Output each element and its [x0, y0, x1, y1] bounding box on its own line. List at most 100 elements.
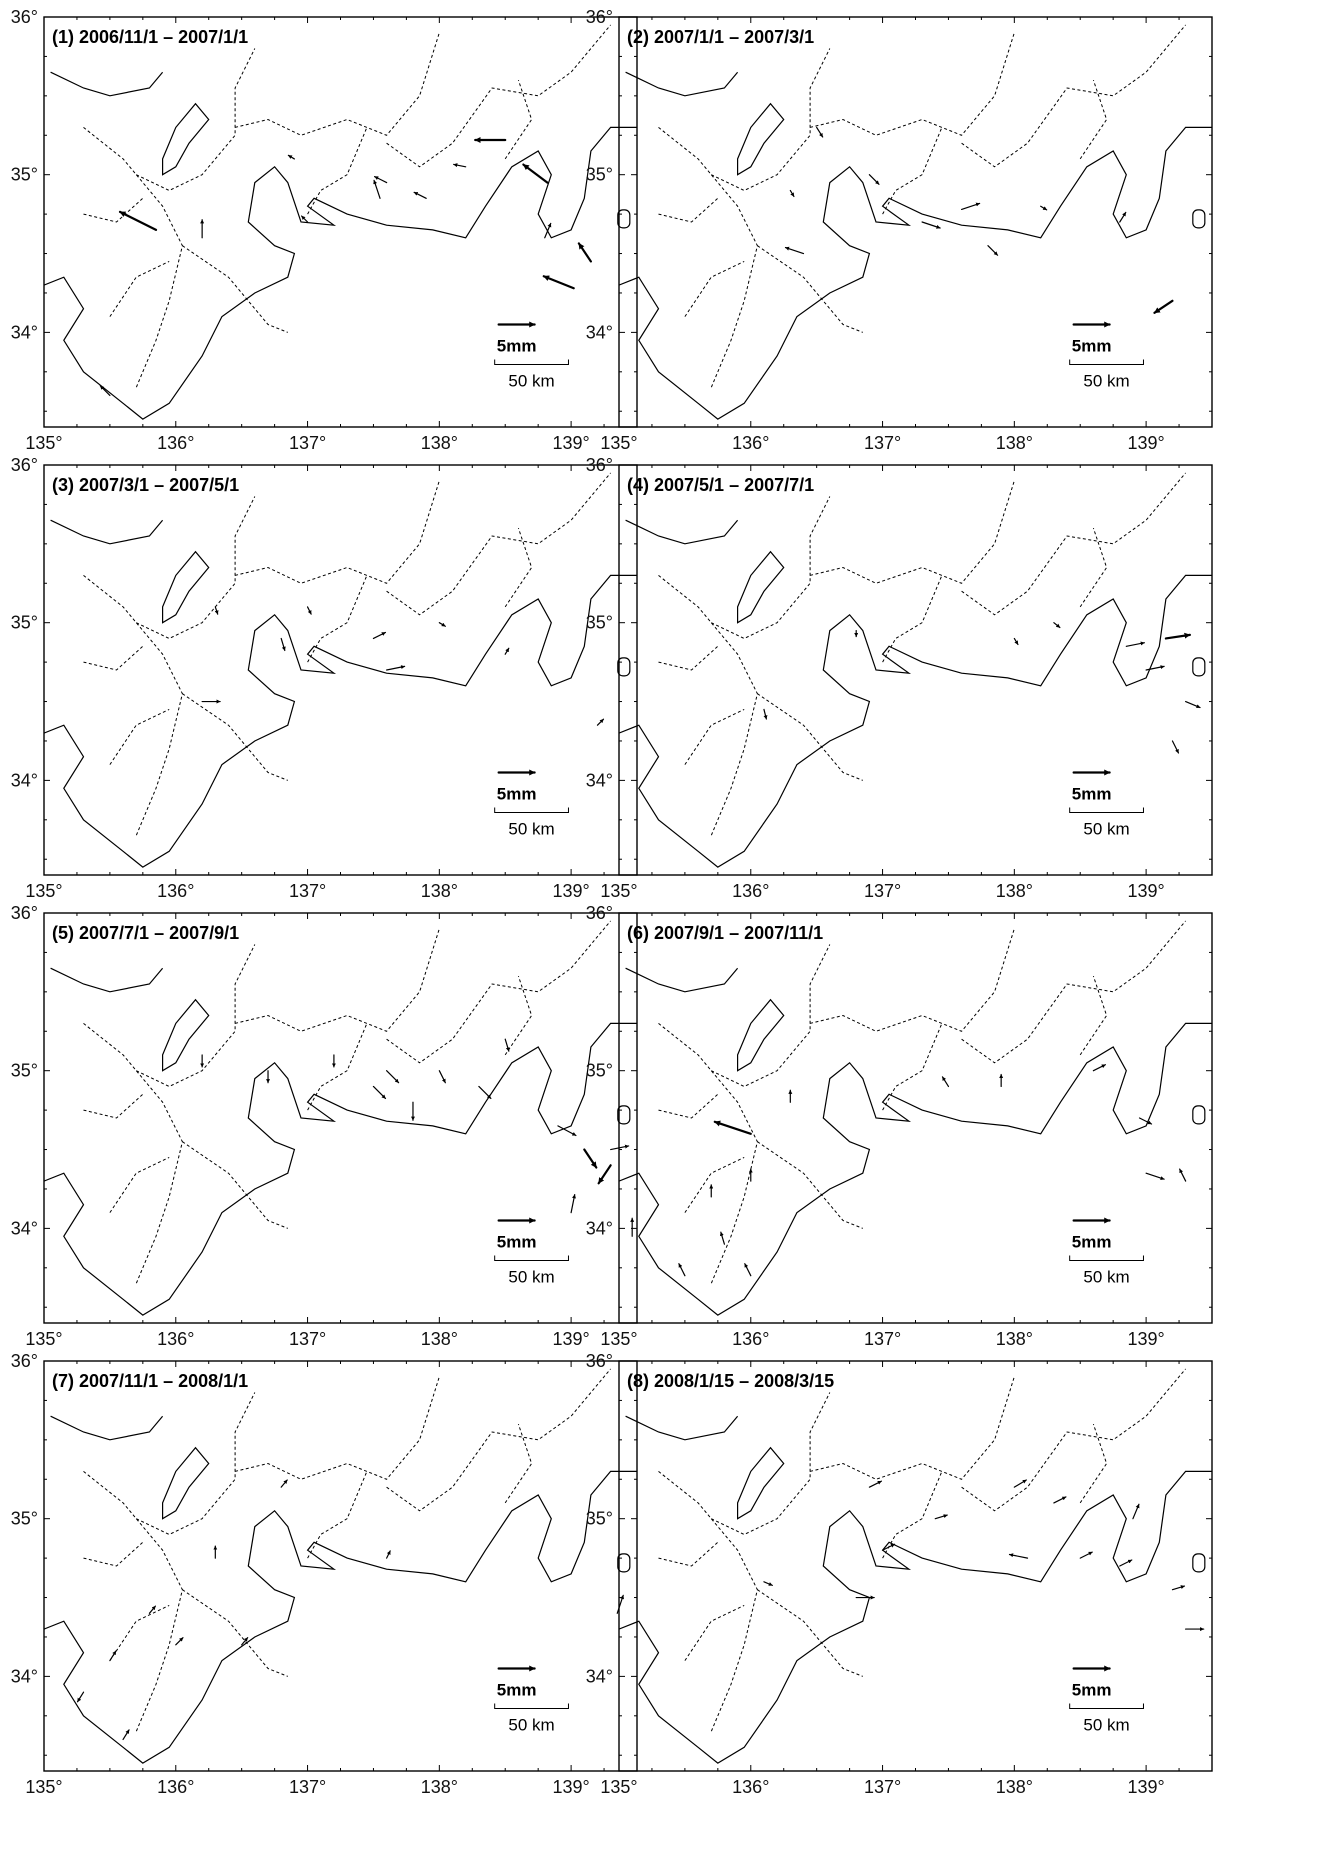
- coastline: [44, 1022, 637, 1316]
- displacement-vector: [175, 1637, 184, 1646]
- reference-arrow-label: 5mm: [497, 1233, 537, 1252]
- panel-title: (3) 2007/3/1 – 2007/5/1: [52, 475, 239, 495]
- displacement-vector: [386, 1550, 391, 1559]
- lon-tick-label: 135°: [600, 881, 637, 901]
- coastline-north: [50, 1415, 164, 1441]
- prefecture-border: [386, 1368, 611, 1512]
- prefecture-border: [182, 1589, 288, 1677]
- prefecture-border: [234, 928, 440, 1032]
- prefecture-border: [135, 48, 256, 192]
- displacement-vector: [1040, 205, 1048, 211]
- lat-tick-label: 34°: [11, 1666, 38, 1686]
- displacement-vector: [941, 1076, 950, 1088]
- prefecture-border: [809, 480, 1015, 584]
- island: [617, 657, 631, 677]
- panel-title: (5) 2007/7/1 – 2007/9/1: [52, 923, 239, 943]
- prefecture-border: [307, 575, 368, 663]
- coastline-north: [625, 967, 739, 993]
- displacement-vector: [763, 708, 768, 720]
- lon-tick-label: 137°: [864, 881, 901, 901]
- panel-title: (2) 2007/1/1 – 2007/3/1: [627, 27, 814, 47]
- prefecture-border: [809, 928, 1015, 1032]
- lat-tick-label: 35°: [11, 613, 38, 633]
- distance-scale-bar: [1069, 807, 1144, 813]
- displacement-vector: [881, 1543, 896, 1551]
- panel-title: (7) 2007/11/1 – 2008/1/1: [52, 1371, 248, 1391]
- displacement-vector: [616, 1594, 624, 1614]
- island: [617, 209, 631, 229]
- displacement-vector: [1185, 700, 1201, 709]
- displacement-vector: [868, 174, 880, 185]
- map-frame: [618, 1360, 1213, 1772]
- prefecture-border: [882, 127, 943, 215]
- lon-tick-label: 136°: [732, 1329, 769, 1349]
- displacement-vector: [372, 1085, 387, 1100]
- prefecture-border: [504, 1423, 533, 1504]
- displacement-vector: [1013, 1479, 1027, 1488]
- prefecture-border: [809, 32, 1015, 136]
- displacement-vector: [1145, 665, 1165, 671]
- displacement-vector: [1153, 299, 1174, 314]
- lat-tick-label: 36°: [586, 7, 613, 27]
- prefecture-border: [658, 645, 719, 671]
- distance-scale-bar: [494, 807, 569, 813]
- displacement-vector: [386, 1070, 400, 1084]
- prefecture-border: [1079, 79, 1108, 160]
- displacement-vector: [1138, 1117, 1153, 1125]
- displacement-vector: [678, 1263, 686, 1277]
- displacement-vector: [961, 202, 981, 210]
- prefecture-border: [83, 645, 144, 671]
- displacement-vector: [784, 246, 805, 255]
- lon-tick-label: 139°: [1127, 1777, 1164, 1797]
- map-frame: [43, 912, 638, 1324]
- prefecture-border: [1079, 975, 1108, 1056]
- map-frame: [43, 16, 638, 428]
- displacement-vector: [374, 175, 388, 184]
- prefecture-border: [182, 245, 288, 333]
- displacement-vector: [570, 1194, 576, 1214]
- displacement-vector: [99, 385, 111, 397]
- prefecture-border: [504, 79, 533, 160]
- lake-biwa: [162, 1446, 210, 1520]
- displacement-vector: [1013, 637, 1019, 646]
- distance-scale-bar: [494, 1255, 569, 1261]
- coastline-north: [625, 71, 739, 97]
- displacement-vector: [413, 191, 427, 199]
- prefecture-border: [882, 575, 943, 663]
- island: [617, 1553, 631, 1573]
- lat-tick-label: 36°: [11, 455, 38, 475]
- displacement-vector: [789, 189, 795, 198]
- lon-tick-label: 137°: [864, 1777, 901, 1797]
- panel-title: (6) 2007/9/1 – 2007/11/1: [627, 923, 823, 943]
- lon-tick-label: 137°: [289, 1329, 326, 1349]
- prefecture-border: [658, 575, 758, 836]
- coastline: [619, 1470, 1212, 1764]
- displacement-vector: [1053, 1496, 1067, 1504]
- prefecture-border: [307, 127, 368, 215]
- coastline: [44, 574, 637, 868]
- displacement-vector: [596, 718, 605, 726]
- displacement-vector: [1092, 1064, 1107, 1072]
- displacement-vector: [306, 606, 312, 615]
- map-content: [44, 1368, 637, 1764]
- displacement-vector: [438, 622, 446, 627]
- prefecture-border: [882, 1023, 943, 1111]
- displacement-vector: [522, 163, 549, 184]
- distance-scale-label: 50 km: [1083, 1716, 1129, 1735]
- lon-tick-label: 138°: [421, 1329, 458, 1349]
- displacement-vector: [453, 163, 467, 168]
- prefecture-border: [684, 708, 745, 765]
- distance-scale-label: 50 km: [508, 1268, 554, 1287]
- coastline-north: [50, 71, 164, 97]
- displacement-vector: [1119, 1559, 1133, 1567]
- prefecture-border: [83, 197, 144, 223]
- lake-biwa: [162, 550, 210, 624]
- displacement-vector: [577, 242, 592, 263]
- lon-tick-label: 138°: [996, 1329, 1033, 1349]
- lat-tick-label: 34°: [586, 1666, 613, 1686]
- distance-scale-bar: [494, 1703, 569, 1709]
- prefecture-border: [135, 944, 256, 1088]
- prefecture-border: [684, 1156, 745, 1213]
- displacement-vector: [148, 1605, 157, 1614]
- lon-tick-label: 137°: [864, 1329, 901, 1349]
